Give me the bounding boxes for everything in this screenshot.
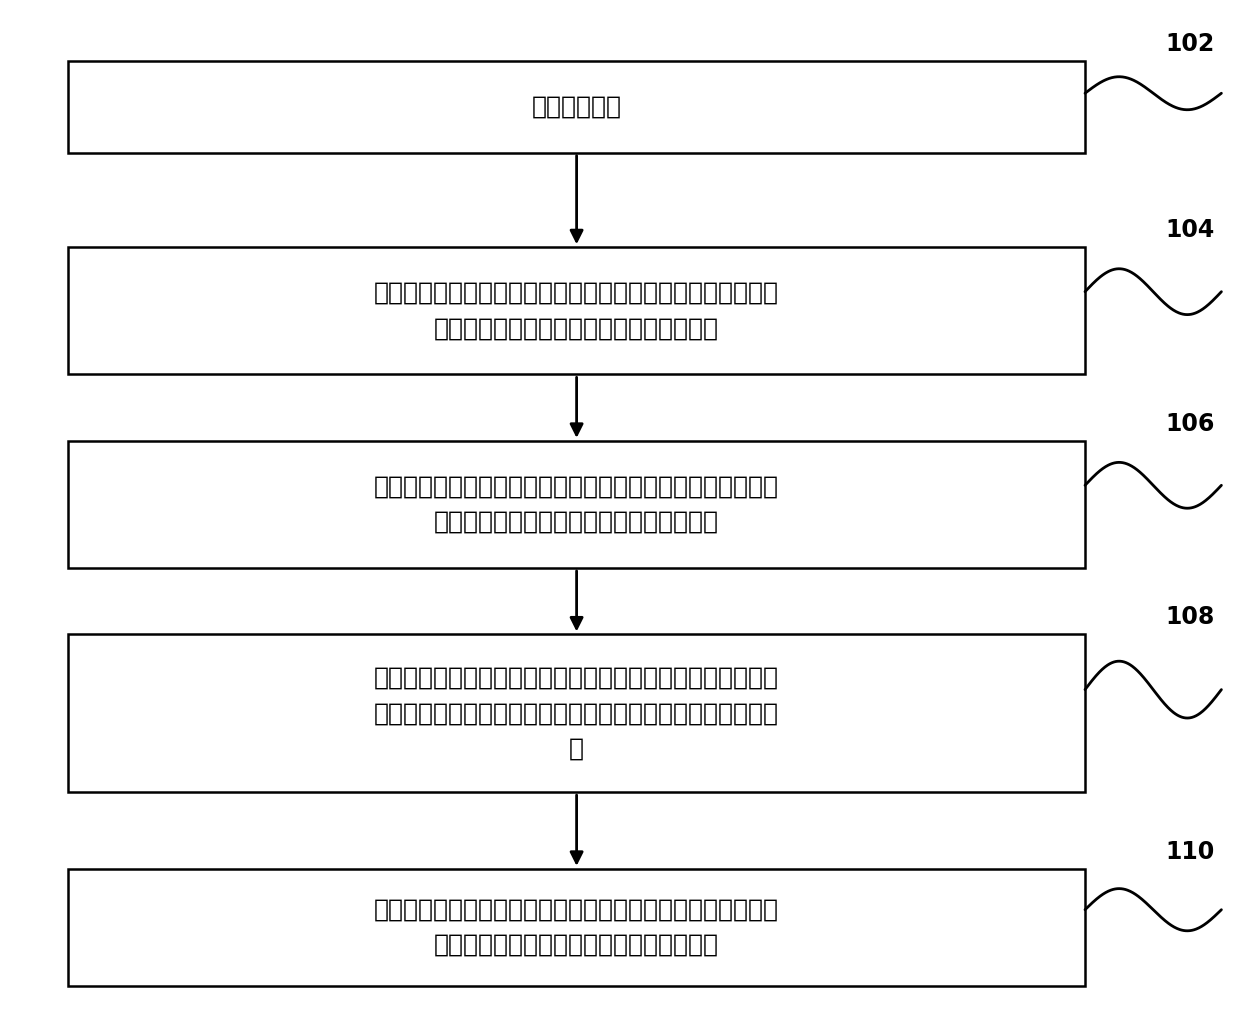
Text: 提供衬底结构: 提供衬底结构 [532,95,621,119]
Text: 104: 104 [1166,218,1215,243]
Text: 执行外延工艺，以在所述第一凹陷和所述第二凹陷中外延生长
半导体材料，从而形成第一源区和第一漏区: 执行外延工艺，以在所述第一凹陷和所述第二凹陷中外延生长 半导体材料，从而形成第一… [374,898,779,957]
Text: 执行刻蚀工艺，以去除衬底结构的第一伪栅结构侧面的第一鳍
片的一部分，从而形成第一凹陷和第二凹陷: 执行刻蚀工艺，以去除衬底结构的第一伪栅结构侧面的第一鳍 片的一部分，从而形成第一… [374,281,779,340]
Text: 108: 108 [1166,605,1215,630]
FancyBboxPatch shape [68,868,1085,986]
Text: 110: 110 [1166,840,1215,864]
Text: 102: 102 [1166,32,1215,56]
Text: 执行氧化工艺，以使得所述第一凹陷和所述第二凹陷下的第一
鳍片的表面被氧化，从而形成第一氧化物层: 执行氧化工艺，以使得所述第一凹陷和所述第二凹陷下的第一 鳍片的表面被氧化，从而形… [374,475,779,534]
FancyBboxPatch shape [68,248,1085,375]
Text: 执行选择性去除工艺，以选择性去除所述第一氧化物层的一部
分，保留所述第一氧化物层位于所述第一电介质层边缘下的部
分: 执行选择性去除工艺，以选择性去除所述第一氧化物层的一部 分，保留所述第一氧化物层… [374,665,779,761]
Text: 106: 106 [1166,412,1215,436]
FancyBboxPatch shape [68,61,1085,153]
FancyBboxPatch shape [68,634,1085,793]
FancyBboxPatch shape [68,440,1085,569]
